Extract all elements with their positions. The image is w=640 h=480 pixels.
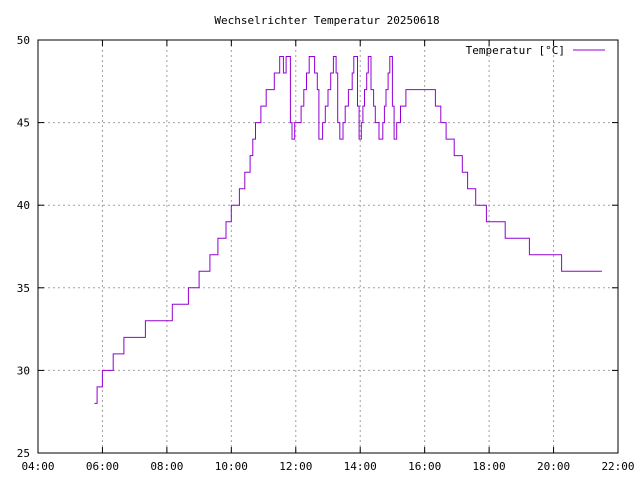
chart-title: Wechselrichter Temperatur 20250618 xyxy=(214,14,439,27)
x-tick-label: 06:00 xyxy=(86,460,119,473)
grid xyxy=(38,40,618,453)
y-tick-label: 40 xyxy=(17,199,30,212)
x-tick-label: 20:00 xyxy=(537,460,570,473)
series-line-0 xyxy=(94,56,602,404)
y-tick-label: 35 xyxy=(17,282,30,295)
plot-border xyxy=(37,39,619,454)
y-tick-label: 25 xyxy=(17,447,30,460)
x-tick-label: 08:00 xyxy=(150,460,183,473)
x-tick-label: 16:00 xyxy=(408,460,441,473)
legend: Temperatur [°C] xyxy=(466,44,605,57)
y-tick-label: 30 xyxy=(17,364,30,377)
x-tick-label: 12:00 xyxy=(279,460,312,473)
y-tick-label: 45 xyxy=(17,117,30,130)
series-layer xyxy=(94,56,602,404)
x-tick-label: 10:00 xyxy=(215,460,248,473)
legend-label: Temperatur [°C] xyxy=(466,44,565,57)
x-tick-label: 18:00 xyxy=(473,460,506,473)
y-tick-label: 50 xyxy=(17,34,30,47)
x-tick-label: 22:00 xyxy=(601,460,634,473)
tick-labels: 04:00 06:00 08:00 10:00 12:00 14:00 16:00 18:00… xyxy=(17,34,635,473)
x-tick-label: 14:00 xyxy=(344,460,377,473)
x-tick-label: 04:00 xyxy=(21,460,54,473)
